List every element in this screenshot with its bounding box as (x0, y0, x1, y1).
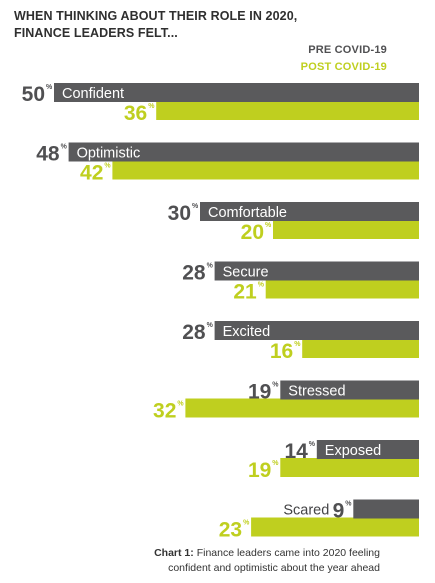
bar-post-excited (302, 339, 419, 358)
value-pre-stressed: 19 (248, 381, 271, 404)
chart-title-line-1: WHEN THINKING ABOUT THEIR ROLE IN 2020, (14, 9, 298, 23)
chart-caption: Chart 1: Finance leaders came into 2020 … (0, 546, 380, 576)
chart-title-line-2: FINANCE LEADERS FELT... (14, 26, 178, 40)
bar-pre-excited (214, 321, 419, 340)
value-post-comfortable-unit: % (265, 222, 272, 229)
value-post-scared-unit: % (243, 520, 250, 527)
value-post-scared: 23 (219, 519, 242, 542)
value-pre-optimistic-unit: % (61, 144, 68, 151)
bar-post-stressed (185, 398, 419, 418)
bar-post-comfortable (273, 220, 419, 239)
value-pre-exposed-unit: % (309, 441, 316, 448)
value-post-secure: 21 (233, 281, 257, 304)
bar-post-exposed (280, 458, 419, 477)
value-pre-optimistic: 48 (36, 143, 60, 166)
category-label-comfortable: Comfortable (208, 205, 287, 221)
category-label-stressed: Stressed (288, 384, 345, 400)
bar-pre-optimistic (68, 142, 419, 162)
category-label-confident: Confident (62, 86, 124, 102)
value-post-stressed: 32 (153, 400, 176, 423)
category-label-scared: Scared (283, 503, 329, 519)
value-pre-exposed: 14 (284, 440, 308, 463)
category-label-excited: Excited (223, 324, 271, 340)
value-post-excited-unit: % (294, 341, 301, 348)
bar-pre-scared (353, 499, 419, 519)
value-post-confident: 36 (124, 102, 147, 125)
bar-post-secure (265, 279, 419, 299)
bar-pre-confident (54, 83, 419, 102)
bar-post-scared (251, 517, 419, 537)
value-pre-excited-unit: % (207, 322, 214, 329)
bar-post-optimistic (112, 160, 420, 180)
bar-pre-comfortable (200, 202, 419, 221)
legend-post-covid: POST COVID-19 (300, 61, 387, 73)
value-pre-scared-unit: % (345, 501, 352, 508)
value-pre-secure: 28 (182, 262, 206, 285)
chart-title: WHEN THINKING ABOUT THEIR ROLE IN 2020, … (14, 8, 297, 42)
bar-post-confident (156, 101, 419, 120)
category-label-optimistic: Optimistic (77, 146, 141, 162)
value-post-optimistic: 42 (80, 162, 103, 185)
bar-pre-exposed (316, 440, 419, 459)
value-pre-confident: 50 (22, 83, 45, 106)
value-pre-secure-unit: % (207, 263, 214, 270)
category-label-exposed: Exposed (325, 443, 381, 459)
value-pre-confident-unit: % (46, 84, 53, 91)
value-pre-excited: 28 (182, 321, 206, 344)
value-pre-comfortable: 30 (168, 202, 191, 225)
caption-line-1: Finance leaders came into 2020 feeling (196, 547, 380, 559)
value-post-comfortable: 20 (241, 221, 264, 244)
category-label-secure: Secure (223, 265, 269, 281)
caption-label: Chart 1: (154, 547, 194, 559)
value-post-exposed-unit: % (272, 460, 279, 467)
value-post-exposed: 19 (248, 459, 271, 482)
caption-line-2: confident and optimistic about the year … (168, 562, 380, 574)
value-pre-comfortable-unit: % (192, 203, 199, 210)
value-post-excited: 16 (270, 340, 293, 363)
value-post-confident-unit: % (148, 103, 155, 110)
value-pre-stressed-unit: % (272, 382, 279, 389)
value-post-secure-unit: % (258, 282, 265, 289)
legend-pre-covid: PRE COVID-19 (308, 44, 387, 56)
value-post-optimistic-unit: % (104, 163, 111, 170)
value-post-stressed-unit: % (177, 401, 184, 408)
bar-pre-stressed (280, 380, 419, 400)
bar-pre-secure (214, 261, 419, 281)
value-pre-scared: 9 (333, 500, 345, 523)
